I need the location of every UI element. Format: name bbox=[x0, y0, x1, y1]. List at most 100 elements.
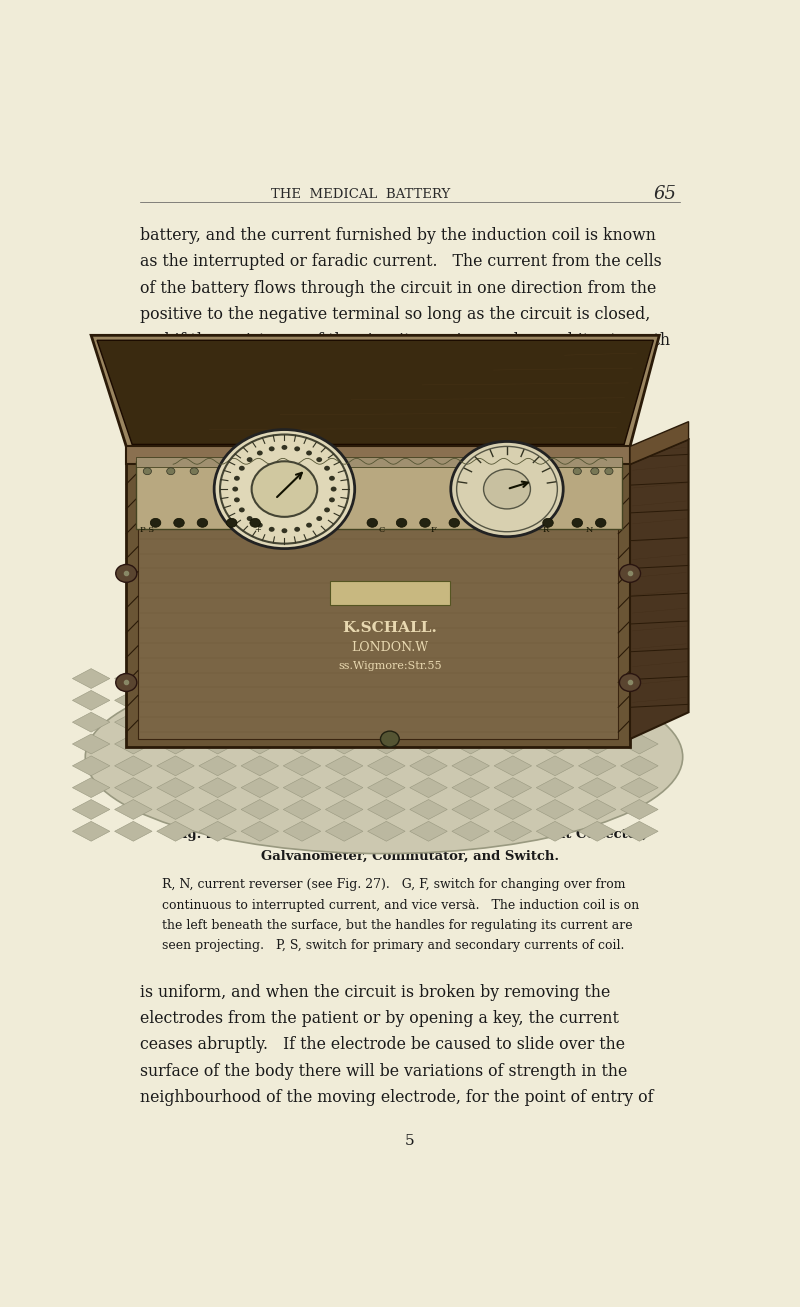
Polygon shape bbox=[368, 821, 405, 842]
Circle shape bbox=[239, 465, 245, 471]
Polygon shape bbox=[410, 669, 447, 689]
Ellipse shape bbox=[86, 660, 682, 853]
Polygon shape bbox=[578, 735, 616, 754]
Text: the left beneath the surface, but the handles for regulating its current are: the left beneath the surface, but the ha… bbox=[162, 919, 633, 932]
Text: THE  MEDICAL  BATTERY: THE MEDICAL BATTERY bbox=[270, 188, 450, 200]
Circle shape bbox=[246, 516, 253, 521]
Circle shape bbox=[572, 519, 582, 527]
FancyBboxPatch shape bbox=[126, 447, 630, 464]
Polygon shape bbox=[73, 712, 110, 732]
Circle shape bbox=[396, 519, 407, 527]
Polygon shape bbox=[452, 778, 490, 797]
Text: battery, and the current furnished by the induction coil is known: battery, and the current furnished by th… bbox=[140, 227, 656, 244]
Polygon shape bbox=[326, 735, 363, 754]
Polygon shape bbox=[578, 821, 616, 842]
FancyBboxPatch shape bbox=[138, 467, 618, 738]
Circle shape bbox=[150, 519, 161, 527]
Circle shape bbox=[542, 519, 554, 527]
Text: C: C bbox=[378, 525, 385, 533]
Polygon shape bbox=[410, 800, 447, 819]
Text: continuous to interrupted current, and vice versà.   The induction coil is on: continuous to interrupted current, and v… bbox=[162, 898, 639, 911]
Circle shape bbox=[605, 468, 613, 474]
Text: 5: 5 bbox=[405, 1134, 415, 1148]
Polygon shape bbox=[536, 778, 574, 797]
Polygon shape bbox=[452, 669, 490, 689]
Polygon shape bbox=[410, 735, 447, 754]
Polygon shape bbox=[97, 340, 654, 444]
Polygon shape bbox=[536, 755, 574, 776]
Text: neighbourhood of the moving electrode, for the point of entry of: neighbourhood of the moving electrode, f… bbox=[140, 1089, 654, 1106]
Circle shape bbox=[269, 527, 274, 532]
Polygon shape bbox=[452, 690, 490, 710]
Text: Fig. 22.—Combined Medical Battery, showing Current Collector,: Fig. 22.—Combined Medical Battery, showi… bbox=[173, 829, 647, 842]
Circle shape bbox=[232, 486, 238, 491]
Polygon shape bbox=[199, 821, 237, 842]
Circle shape bbox=[174, 519, 184, 527]
Polygon shape bbox=[578, 712, 616, 732]
Polygon shape bbox=[494, 690, 532, 710]
Polygon shape bbox=[368, 735, 405, 754]
Text: is uniform, and when the circuit is broken by removing the: is uniform, and when the circuit is brok… bbox=[140, 984, 610, 1001]
Circle shape bbox=[595, 519, 606, 527]
Polygon shape bbox=[494, 755, 532, 776]
Circle shape bbox=[214, 430, 354, 549]
Polygon shape bbox=[630, 422, 689, 464]
Polygon shape bbox=[578, 778, 616, 797]
Text: and if the resistance of the circuit remains unchanged its strength: and if the resistance of the circuit rem… bbox=[140, 332, 670, 349]
Polygon shape bbox=[241, 712, 278, 732]
Polygon shape bbox=[494, 778, 532, 797]
Polygon shape bbox=[494, 712, 532, 732]
Circle shape bbox=[257, 451, 262, 455]
Polygon shape bbox=[73, 669, 110, 689]
Polygon shape bbox=[283, 712, 321, 732]
Circle shape bbox=[619, 565, 641, 583]
Polygon shape bbox=[283, 669, 321, 689]
Polygon shape bbox=[452, 800, 490, 819]
Polygon shape bbox=[326, 755, 363, 776]
Polygon shape bbox=[621, 778, 658, 797]
Circle shape bbox=[116, 565, 137, 583]
Polygon shape bbox=[241, 800, 278, 819]
Circle shape bbox=[294, 527, 300, 532]
Text: P S: P S bbox=[140, 525, 154, 533]
Circle shape bbox=[197, 519, 208, 527]
Circle shape bbox=[252, 461, 318, 516]
FancyBboxPatch shape bbox=[136, 457, 622, 468]
Circle shape bbox=[234, 476, 240, 481]
FancyBboxPatch shape bbox=[126, 459, 630, 748]
Polygon shape bbox=[326, 712, 363, 732]
Polygon shape bbox=[157, 669, 194, 689]
Text: seen projecting.   P, S, switch for primary and secondary currents of coil.: seen projecting. P, S, switch for primar… bbox=[162, 938, 624, 951]
Text: ceases abruptly.   If the electrode be caused to slide over the: ceases abruptly. If the electrode be cau… bbox=[140, 1036, 626, 1053]
Circle shape bbox=[306, 523, 312, 528]
Polygon shape bbox=[157, 778, 194, 797]
Circle shape bbox=[329, 498, 335, 502]
Polygon shape bbox=[410, 690, 447, 710]
Polygon shape bbox=[326, 778, 363, 797]
Polygon shape bbox=[452, 735, 490, 754]
Text: LONDON.W: LONDON.W bbox=[351, 642, 429, 655]
Circle shape bbox=[420, 519, 430, 527]
Circle shape bbox=[257, 523, 262, 528]
Polygon shape bbox=[368, 755, 405, 776]
Text: as the interrupted or faradic current.   The current from the cells: as the interrupted or faradic current. T… bbox=[140, 254, 662, 271]
Circle shape bbox=[116, 673, 137, 691]
Polygon shape bbox=[114, 821, 152, 842]
Polygon shape bbox=[199, 669, 237, 689]
Polygon shape bbox=[283, 821, 321, 842]
Polygon shape bbox=[157, 735, 194, 754]
Circle shape bbox=[166, 468, 175, 474]
Circle shape bbox=[324, 507, 330, 512]
Circle shape bbox=[306, 451, 312, 455]
Circle shape bbox=[226, 519, 237, 527]
Polygon shape bbox=[621, 755, 658, 776]
Polygon shape bbox=[494, 669, 532, 689]
Polygon shape bbox=[368, 690, 405, 710]
Polygon shape bbox=[452, 712, 490, 732]
Circle shape bbox=[367, 519, 378, 527]
Polygon shape bbox=[114, 690, 152, 710]
Text: N: N bbox=[586, 525, 593, 533]
Polygon shape bbox=[326, 669, 363, 689]
Circle shape bbox=[324, 465, 330, 471]
Polygon shape bbox=[241, 735, 278, 754]
